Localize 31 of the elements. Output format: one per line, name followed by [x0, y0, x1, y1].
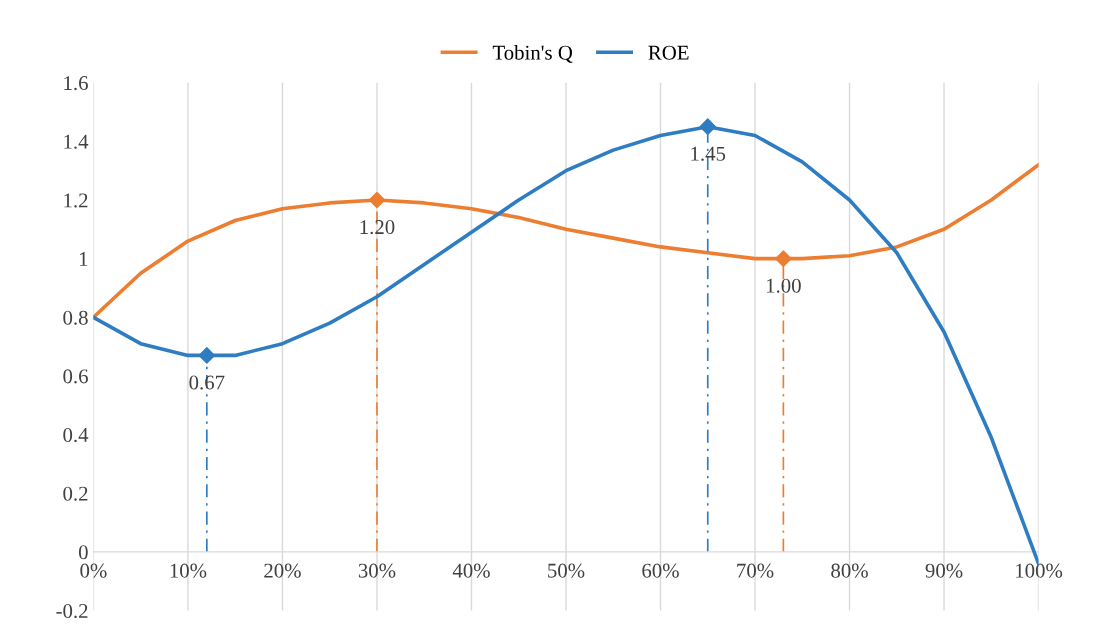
x-tick-label: 80%	[831, 563, 868, 578]
y-tick-label: 1.4	[64, 134, 89, 149]
point	[775, 250, 792, 267]
y-tick-label: 1	[79, 252, 88, 266]
x-tick-label: 0%	[80, 563, 107, 578]
x-tick-label: 90%	[925, 563, 963, 578]
legend-label: ROE	[648, 45, 689, 60]
point	[368, 191, 386, 209]
x-tick-label: 20%	[264, 563, 301, 578]
y-tick-label: 0.6	[63, 369, 88, 384]
x-tick-label: 10%	[170, 563, 207, 578]
y-tick-label: 0	[78, 545, 88, 560]
y-tick-label: -0.2	[56, 603, 88, 619]
legend-label: Tobin's Q	[492, 45, 573, 63]
data-label: 1.20	[360, 220, 395, 235]
y-tick-label: 0.8	[63, 310, 88, 325]
y-tick-label: 1.2	[64, 193, 88, 208]
x-tick-label: 30%	[358, 563, 396, 578]
x-tick-label: 100%	[1016, 563, 1063, 578]
data-label: 1.00	[766, 278, 801, 293]
data-label: 1.45	[691, 146, 726, 161]
x-tick-label: 40%	[452, 563, 490, 578]
x-tick-label: 70%	[737, 563, 774, 578]
x-tick-label: 60%	[642, 563, 679, 578]
y-tick-label: 1.6	[64, 76, 88, 91]
y-tick-label: 0.4	[63, 427, 89, 443]
y-tick-label: 0.2	[63, 486, 88, 501]
point	[699, 118, 717, 135]
line-series	[93, 162, 1039, 320]
x-tick-label: 50%	[548, 563, 585, 578]
point	[198, 347, 216, 364]
